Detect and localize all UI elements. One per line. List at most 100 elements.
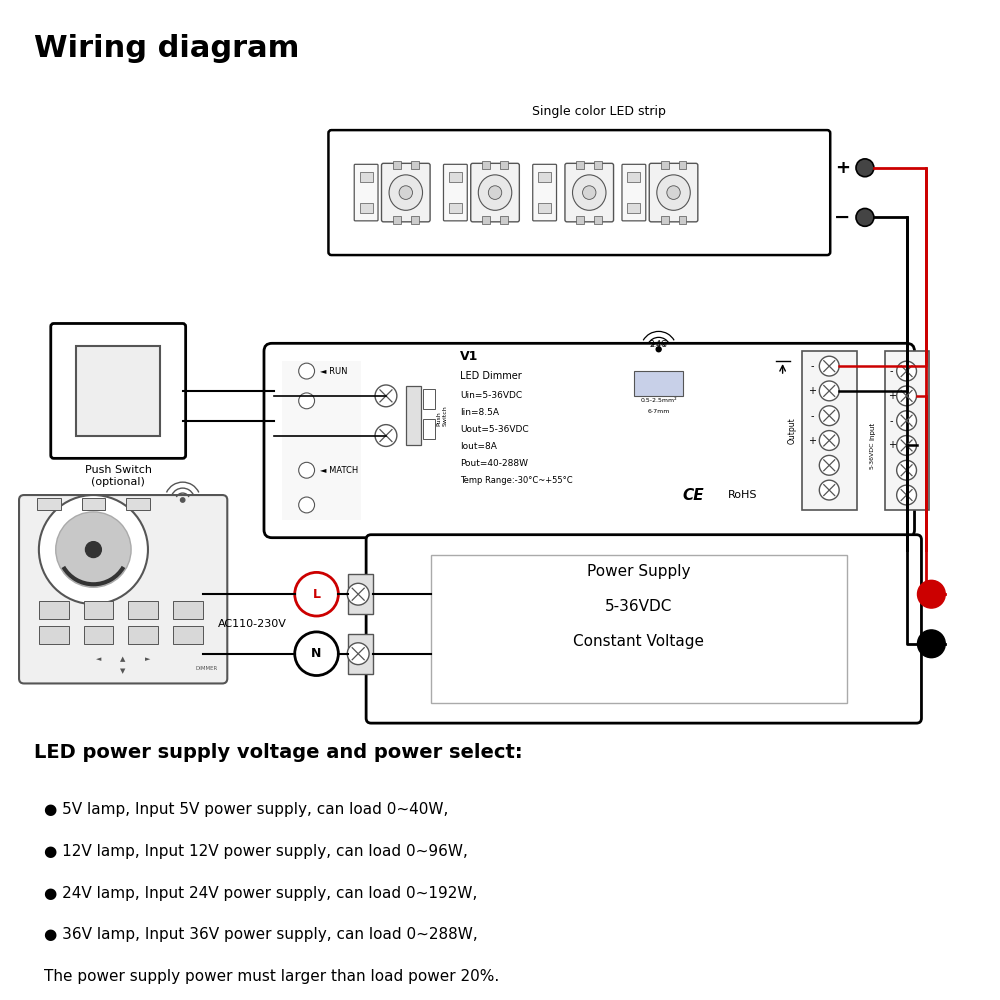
Circle shape bbox=[856, 208, 874, 226]
Circle shape bbox=[917, 630, 945, 658]
Bar bbox=[449, 203, 462, 213]
Text: +: + bbox=[808, 386, 816, 396]
Text: DIMMER: DIMMER bbox=[195, 666, 217, 671]
Text: ◄ RUN: ◄ RUN bbox=[320, 367, 347, 376]
Text: Uin=5-36VDC: Uin=5-36VDC bbox=[460, 391, 522, 400]
Circle shape bbox=[56, 512, 131, 587]
Text: +: + bbox=[888, 391, 896, 401]
Ellipse shape bbox=[488, 186, 502, 199]
Text: AC110-230V: AC110-230V bbox=[218, 619, 287, 629]
Bar bbox=[84, 626, 113, 644]
Text: 5-36VDC: 5-36VDC bbox=[869, 442, 874, 469]
Text: ● 5V lamp, Input 5V power supply, can load 0~40W,: ● 5V lamp, Input 5V power supply, can lo… bbox=[44, 802, 448, 817]
Bar bbox=[282, 361, 361, 520]
FancyBboxPatch shape bbox=[443, 164, 467, 221]
Circle shape bbox=[295, 632, 338, 676]
Text: ● 24V lamp, Input 24V power supply, can load 0~192W,: ● 24V lamp, Input 24V power supply, can … bbox=[44, 886, 477, 901]
Text: Push
Switch: Push Switch bbox=[437, 405, 447, 426]
Bar bbox=[594, 161, 602, 169]
Text: Iin=8.5A: Iin=8.5A bbox=[460, 408, 499, 417]
Bar bbox=[576, 216, 584, 224]
Bar bbox=[500, 216, 508, 224]
FancyBboxPatch shape bbox=[565, 163, 614, 222]
Text: ● 36V lamp, Input 36V power supply, can load 0~288W,: ● 36V lamp, Input 36V power supply, can … bbox=[44, 927, 478, 942]
Text: 0.5-2.5mm²: 0.5-2.5mm² bbox=[640, 398, 677, 403]
Bar bbox=[482, 161, 490, 169]
Bar bbox=[411, 161, 419, 169]
Circle shape bbox=[85, 542, 101, 558]
Circle shape bbox=[897, 361, 916, 381]
FancyBboxPatch shape bbox=[19, 495, 227, 683]
Circle shape bbox=[819, 406, 839, 426]
Circle shape bbox=[917, 580, 945, 608]
Ellipse shape bbox=[478, 175, 512, 210]
Text: +: + bbox=[835, 159, 850, 177]
Text: -: - bbox=[890, 416, 893, 426]
Text: +: + bbox=[888, 440, 896, 450]
Bar bbox=[661, 161, 669, 169]
Circle shape bbox=[897, 411, 916, 431]
Text: LED power supply voltage and power select:: LED power supply voltage and power selec… bbox=[34, 743, 523, 762]
Text: ◄ MATCH: ◄ MATCH bbox=[320, 466, 358, 475]
Bar bbox=[76, 346, 160, 436]
Bar bbox=[393, 216, 401, 224]
Text: ▼: ▼ bbox=[120, 669, 126, 675]
Bar bbox=[173, 601, 202, 619]
Text: V1: V1 bbox=[460, 350, 479, 363]
Text: ● 12V lamp, Input 12V power supply, can load 0~96W,: ● 12V lamp, Input 12V power supply, can … bbox=[44, 844, 468, 859]
Bar bbox=[39, 601, 69, 619]
Circle shape bbox=[347, 643, 369, 665]
Circle shape bbox=[295, 572, 338, 616]
Ellipse shape bbox=[657, 175, 690, 210]
Circle shape bbox=[656, 347, 661, 352]
Circle shape bbox=[375, 385, 397, 407]
FancyBboxPatch shape bbox=[649, 163, 698, 222]
Bar bbox=[411, 216, 419, 224]
Text: Iout=8A: Iout=8A bbox=[460, 442, 497, 451]
Bar bbox=[423, 419, 435, 439]
Text: Temp Range:-30°C~+55°C: Temp Range:-30°C~+55°C bbox=[460, 476, 573, 485]
FancyBboxPatch shape bbox=[622, 164, 646, 221]
Text: Single color LED strip: Single color LED strip bbox=[532, 105, 666, 118]
Text: −: − bbox=[834, 208, 850, 227]
Text: 6-7mm: 6-7mm bbox=[647, 409, 670, 414]
Bar bbox=[627, 172, 640, 182]
Circle shape bbox=[897, 436, 916, 455]
Bar bbox=[538, 203, 551, 213]
Ellipse shape bbox=[667, 186, 680, 199]
Bar bbox=[885, 351, 929, 510]
Bar bbox=[576, 161, 584, 169]
Circle shape bbox=[819, 480, 839, 500]
Bar bbox=[634, 371, 683, 396]
Text: ◄: ◄ bbox=[96, 656, 101, 662]
Bar bbox=[128, 626, 158, 644]
FancyBboxPatch shape bbox=[366, 535, 921, 723]
Bar bbox=[500, 161, 508, 169]
FancyBboxPatch shape bbox=[471, 163, 519, 222]
FancyBboxPatch shape bbox=[381, 163, 430, 222]
Circle shape bbox=[299, 393, 315, 409]
Bar bbox=[538, 172, 551, 182]
Circle shape bbox=[897, 485, 916, 505]
Bar bbox=[173, 626, 202, 644]
Bar bbox=[82, 498, 105, 510]
Circle shape bbox=[819, 381, 839, 401]
FancyBboxPatch shape bbox=[51, 323, 186, 458]
FancyBboxPatch shape bbox=[264, 343, 915, 538]
Text: -: - bbox=[811, 361, 814, 371]
Bar bbox=[128, 601, 158, 619]
Text: ►: ► bbox=[145, 656, 151, 662]
Bar bbox=[594, 216, 602, 224]
Text: CE: CE bbox=[683, 488, 704, 503]
Text: Pout=40-288W: Pout=40-288W bbox=[460, 459, 528, 468]
Text: 2.4G: 2.4G bbox=[650, 340, 668, 349]
Text: Push Switch
(optional): Push Switch (optional) bbox=[85, 465, 152, 487]
Text: Output: Output bbox=[788, 417, 797, 444]
Circle shape bbox=[897, 460, 916, 480]
Bar bbox=[360, 203, 373, 213]
Circle shape bbox=[819, 455, 839, 475]
Text: Constant Voltage: Constant Voltage bbox=[573, 634, 704, 649]
Bar bbox=[393, 161, 401, 169]
Text: ▲: ▲ bbox=[120, 656, 126, 662]
Bar bbox=[482, 216, 490, 224]
